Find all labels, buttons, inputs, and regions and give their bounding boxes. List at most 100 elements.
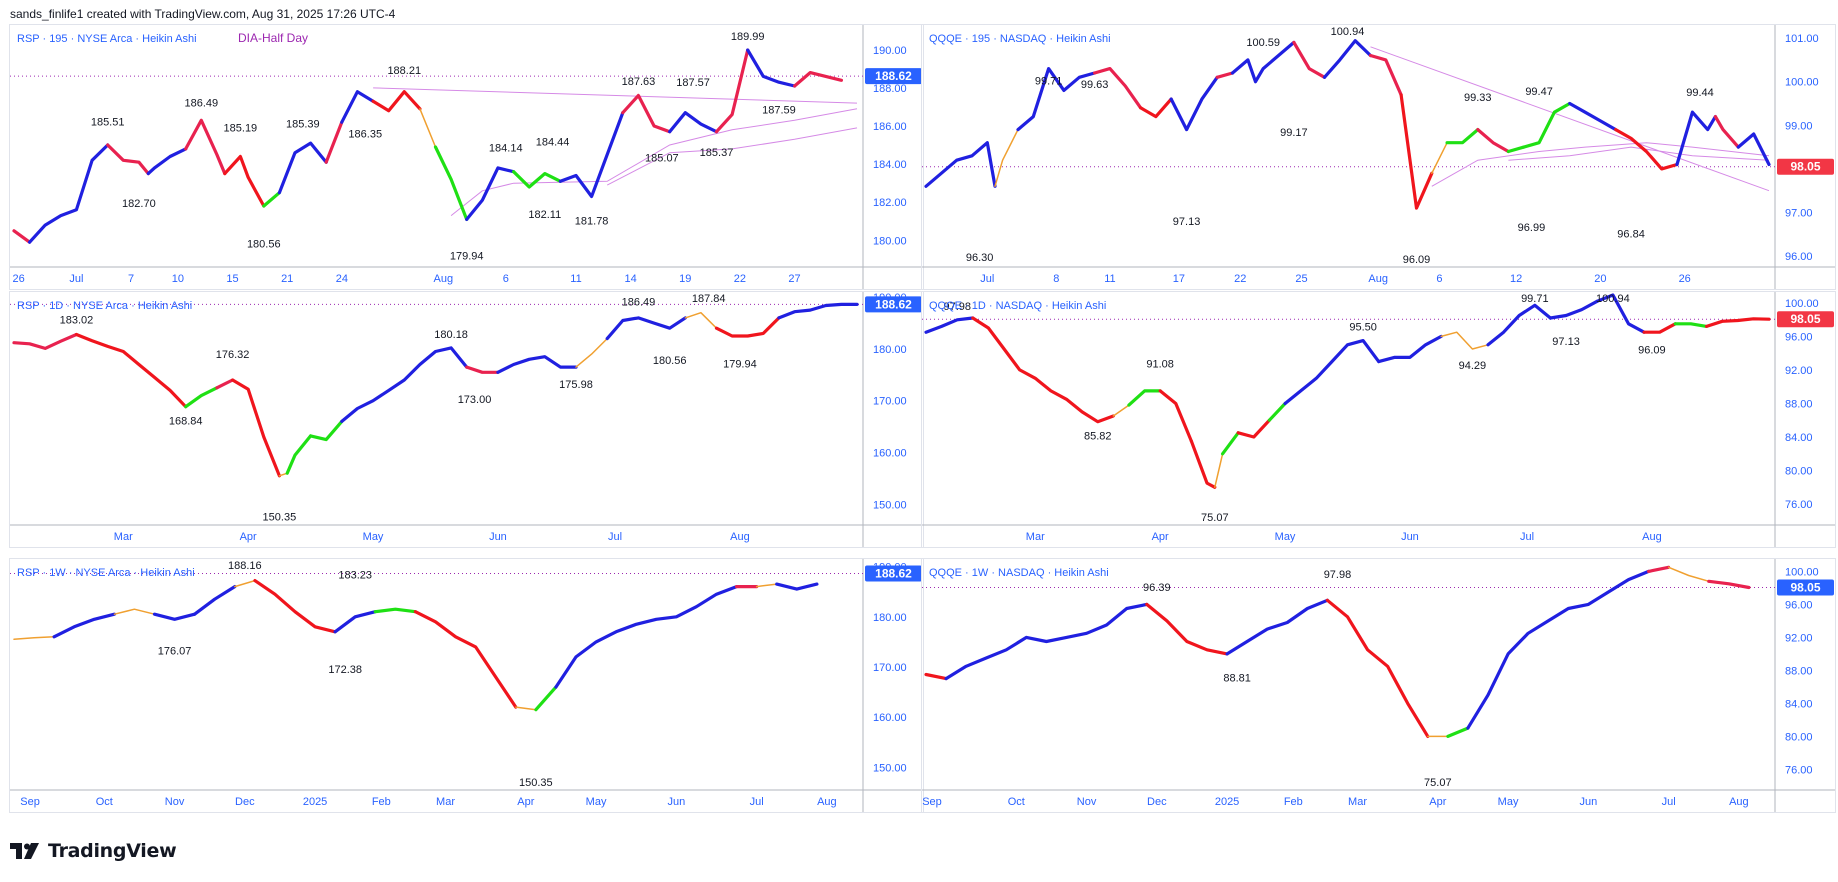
price-point	[988, 327, 989, 328]
x-tick-label: 15	[226, 273, 238, 285]
panel-border	[9, 24, 924, 290]
price-point	[841, 80, 842, 81]
price-line-segment	[1707, 579, 1751, 590]
last-price-badge	[865, 565, 922, 582]
price-line-segment	[13, 636, 55, 641]
y-tick-label: 186.00	[873, 121, 907, 133]
last-price-value: 98.05	[1790, 160, 1820, 174]
price-point	[1588, 604, 1589, 605]
price-point	[607, 154, 608, 155]
y-tick-label: 76.00	[1785, 499, 1813, 511]
price-point	[1706, 326, 1707, 327]
price-annotation: 180.18	[434, 329, 468, 341]
price-point	[310, 435, 311, 436]
price-line-segment	[755, 583, 778, 588]
x-tick-label: Apr	[240, 531, 257, 543]
price-point	[1675, 323, 1676, 324]
chart-panel-2[interactable]: 96.0097.0098.0099.00100.00101.00Jul81117…	[921, 24, 1836, 290]
x-tick-label: 26	[13, 273, 25, 285]
price-point	[1690, 323, 1691, 324]
price-point	[696, 606, 697, 607]
price-line-segment	[1325, 598, 1430, 738]
price-point	[1086, 633, 1087, 634]
price-line-segment	[1189, 439, 1217, 489]
price-line-segment	[1595, 293, 1646, 334]
price-point	[1394, 357, 1395, 358]
price-point	[1106, 624, 1107, 625]
y-tick-label: 180.00	[873, 235, 907, 247]
price-point	[763, 76, 764, 77]
chart-panel-3[interactable]: 150.00160.00170.00180.00190.00MarAprMayJ…	[9, 291, 924, 548]
price-annotation: 185.39	[286, 119, 320, 131]
x-tick-label: Mar	[114, 531, 133, 543]
chart-panel-4[interactable]: 76.00 80.00 84.00 88.00 92.00 96.00 100.00 Mar A…	[921, 291, 1836, 548]
price-line-segment	[1486, 303, 1552, 347]
price-line-segment	[515, 706, 537, 711]
price-point	[544, 173, 545, 174]
price-point	[341, 421, 342, 422]
price-point	[1715, 116, 1716, 117]
tradingview-logo-icon	[10, 843, 39, 859]
price-point	[575, 175, 576, 176]
price-point	[1692, 112, 1693, 113]
price-point	[836, 573, 837, 574]
price-point	[529, 359, 530, 360]
price-point	[154, 167, 155, 168]
y-tick-label: 180.00	[873, 612, 907, 624]
y-tick-label: 80.00	[1785, 466, 1813, 478]
price-point	[1094, 72, 1095, 73]
price-line-segment	[1127, 389, 1162, 407]
price-annotation: 96.30	[966, 252, 994, 264]
x-tick-label: Mar	[1026, 531, 1045, 543]
price-line-segment	[621, 93, 672, 134]
price-line-segment	[340, 90, 375, 124]
price-point	[971, 155, 972, 156]
last-price-value: 98.05	[1790, 312, 1820, 326]
price-annotation: 99.63	[1081, 79, 1109, 91]
price-point	[170, 390, 171, 391]
price-point	[29, 242, 30, 243]
chart-panel-6[interactable]: 76.00 80.00 84.00 88.00 92.00 96.00 100.00 Sep O…	[921, 558, 1836, 813]
x-tick-label: 14	[625, 273, 637, 285]
price-line-segment	[1377, 334, 1443, 364]
price-point	[776, 584, 777, 585]
price-point	[1363, 340, 1364, 341]
x-tick-label: Aug	[817, 796, 837, 808]
price-point	[946, 678, 947, 679]
price-point	[1278, 55, 1279, 56]
price-line-segment	[1215, 71, 1235, 79]
price-point	[1493, 142, 1494, 143]
price-point	[1427, 736, 1428, 737]
price-line-segment	[1705, 317, 1771, 328]
price-annotation: 180.56	[247, 239, 281, 251]
price-line-segment	[309, 419, 344, 442]
price-point	[466, 367, 467, 368]
price-line-segment	[52, 612, 116, 639]
chart-panel-5[interactable]: 150.00160.00170.00180.00190.00SepOctNovD…	[9, 558, 924, 813]
price-point	[1232, 72, 1233, 73]
price-point	[154, 377, 155, 378]
price-line-segment	[1322, 39, 1373, 79]
price-line-segment	[12, 332, 78, 350]
price-line-segment	[152, 612, 197, 621]
price-line-segment	[371, 90, 422, 113]
price-point	[1753, 318, 1754, 319]
price-point	[1191, 441, 1192, 442]
price-point	[1309, 68, 1310, 69]
x-tick-label: Feb	[1284, 796, 1303, 808]
price-point	[1447, 142, 1448, 143]
price-line-segment	[512, 170, 562, 189]
price-annotation: 184.14	[489, 142, 523, 154]
x-tick-label: Apr	[1152, 531, 1169, 543]
price-point	[555, 687, 556, 688]
panel-border	[9, 291, 924, 548]
price-line-segment	[193, 585, 237, 616]
price-point	[1628, 579, 1629, 580]
price-point	[1113, 415, 1114, 416]
chart-panel-1[interactable]: 180.00 182.00 184.00 186.00 188.00 190.00 26 Ju…	[9, 24, 924, 290]
price-annotation: 172.38	[328, 664, 362, 676]
price-point	[1082, 411, 1083, 412]
price-point	[1487, 695, 1488, 696]
price-point	[435, 146, 436, 147]
